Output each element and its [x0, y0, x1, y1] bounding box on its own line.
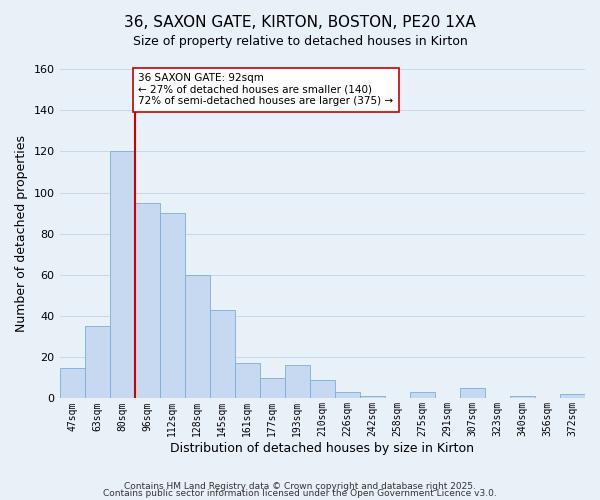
- Bar: [85, 326, 110, 398]
- Bar: [410, 392, 435, 398]
- Bar: [360, 396, 385, 398]
- Text: Size of property relative to detached houses in Kirton: Size of property relative to detached ho…: [133, 35, 467, 48]
- Bar: [110, 152, 134, 398]
- Bar: [235, 364, 260, 398]
- Bar: [209, 310, 235, 398]
- Bar: [134, 203, 160, 398]
- Bar: [510, 396, 535, 398]
- Bar: [560, 394, 585, 398]
- Bar: [310, 380, 335, 398]
- Bar: [160, 213, 185, 398]
- Y-axis label: Number of detached properties: Number of detached properties: [15, 135, 28, 332]
- Bar: [335, 392, 360, 398]
- Bar: [260, 378, 285, 398]
- X-axis label: Distribution of detached houses by size in Kirton: Distribution of detached houses by size …: [170, 442, 474, 455]
- Bar: [59, 368, 85, 398]
- Text: Contains HM Land Registry data © Crown copyright and database right 2025.: Contains HM Land Registry data © Crown c…: [124, 482, 476, 491]
- Text: 36 SAXON GATE: 92sqm
← 27% of detached houses are smaller (140)
72% of semi-deta: 36 SAXON GATE: 92sqm ← 27% of detached h…: [139, 73, 394, 106]
- Bar: [285, 366, 310, 398]
- Text: Contains public sector information licensed under the Open Government Licence v3: Contains public sector information licen…: [103, 489, 497, 498]
- Text: 36, SAXON GATE, KIRTON, BOSTON, PE20 1XA: 36, SAXON GATE, KIRTON, BOSTON, PE20 1XA: [124, 15, 476, 30]
- Bar: [185, 275, 209, 398]
- Bar: [460, 388, 485, 398]
